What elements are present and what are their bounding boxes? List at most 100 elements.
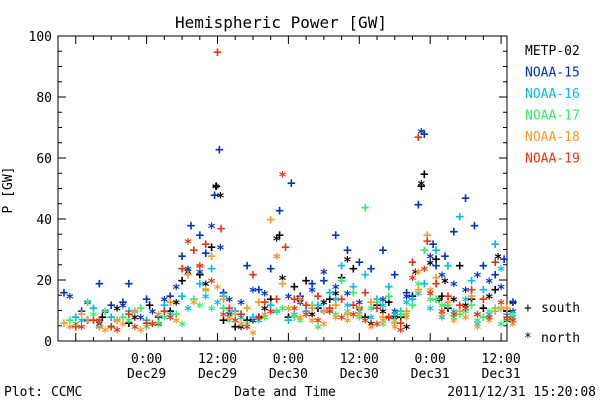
- noaa-15-north-point: *: [136, 313, 144, 329]
- noaa-18-south-point: +: [113, 313, 121, 329]
- noaa-15-north-point: *: [148, 307, 156, 323]
- metp-02-north-point: *: [320, 297, 328, 313]
- noaa-19-south-point: +: [373, 300, 381, 316]
- metp-02-south-point: +: [503, 304, 511, 320]
- metp-02-north-point: *: [355, 304, 363, 320]
- metp-02-south-point: +: [444, 300, 452, 316]
- noaa-19-south-point: +: [444, 288, 452, 304]
- noaa-16-north-point: *: [509, 313, 517, 329]
- noaa-16-south-point: +: [361, 267, 369, 283]
- noaa-15-south-point: +: [60, 285, 68, 301]
- noaa-18-north-point: *: [473, 322, 481, 338]
- legend-entry-noaa-18: NOAA-18: [525, 130, 580, 145]
- noaa-18-south-point: +: [278, 276, 286, 292]
- y-axis-label: P [GW]: [1, 167, 16, 214]
- north-marker-label: north: [541, 331, 580, 346]
- noaa-18-north-point: *: [83, 316, 91, 332]
- noaa-18-north-point: *: [101, 325, 109, 341]
- noaa-19-south-point: +: [225, 300, 233, 316]
- noaa-19-north-point: *: [290, 304, 298, 320]
- metp-02-south-point: +: [491, 282, 499, 298]
- noaa-15-south-point: +: [331, 227, 339, 243]
- noaa-16-north-point: *: [343, 300, 351, 316]
- noaa-15-north-point: *: [207, 221, 215, 237]
- noaa-17-south-point: +: [373, 294, 381, 310]
- noaa-16-north-point: *: [320, 307, 328, 323]
- noaa-17-north-point: *: [261, 313, 269, 329]
- noaa-19-north-point: *: [184, 236, 192, 252]
- metp-02-south-point: +: [467, 291, 475, 307]
- noaa-18-south-point: +: [379, 310, 387, 326]
- noaa-18-south-point: +: [402, 304, 410, 320]
- x-tick-date-label: Dec30: [269, 367, 308, 382]
- noaa-19-south-point: +: [142, 316, 150, 332]
- noaa-16-south-point: +: [503, 307, 511, 323]
- noaa-18-south-point: +: [414, 282, 422, 298]
- metp-02-north-point: *: [212, 182, 220, 198]
- noaa-17-south-point: +: [349, 285, 357, 301]
- noaa-18-south-point: +: [196, 258, 204, 274]
- plot-timestamp: 2011/12/31 15:20:08: [447, 385, 596, 400]
- noaa-19-south-point: +: [281, 239, 289, 255]
- noaa-19-north-point: *: [396, 325, 404, 341]
- noaa-18-north-point: *: [213, 282, 221, 298]
- noaa-15-north-point: *: [216, 243, 224, 259]
- metp-02-south-point: +: [231, 319, 239, 335]
- noaa-19-south-point: +: [107, 319, 115, 335]
- noaa-17-south-point: +: [408, 297, 416, 313]
- metp-02-north-point: *: [379, 307, 387, 323]
- noaa-15-south-point: +: [479, 258, 487, 274]
- noaa-17-north-point: *: [391, 316, 399, 332]
- noaa-17-north-point: *: [367, 304, 375, 320]
- noaa-16-south-point: +: [178, 288, 186, 304]
- noaa-19-north-point: *: [266, 307, 274, 323]
- noaa-18-north-point: *: [320, 319, 328, 335]
- noaa-18-north-point: *: [119, 319, 127, 335]
- noaa-15-south-point: +: [210, 188, 218, 204]
- noaa-17-south-point: +: [119, 310, 127, 326]
- noaa-18-north-point: *: [414, 267, 422, 283]
- noaa-19-north-point: *: [131, 322, 139, 338]
- noaa-19-north-point: *: [497, 297, 505, 313]
- noaa-19-south-point: +: [396, 316, 404, 332]
- noaa-18-south-point: +: [207, 249, 215, 265]
- noaa-19-north-point: *: [166, 313, 174, 329]
- noaa-17-south-point: +: [491, 300, 499, 316]
- noaa-17-south-point: +: [444, 297, 452, 313]
- noaa-16-north-point: *: [485, 310, 493, 326]
- x-axis: 0:00Dec2912:00Dec290:00Dec3012:00Dec300:…: [57, 36, 521, 382]
- metp-02-south-point: +: [196, 267, 204, 283]
- chart-title: Hemispheric Power [GW]: [175, 13, 387, 32]
- noaa-18-south-point: +: [266, 212, 274, 228]
- noaa-17-south-point: +: [272, 304, 280, 320]
- noaa-15-north-point: *: [379, 294, 387, 310]
- noaa-19-north-point: *: [509, 316, 517, 332]
- noaa-19-north-point: *: [243, 322, 251, 338]
- metp-02-south-point: +: [479, 300, 487, 316]
- noaa-16-south-point: +: [396, 304, 404, 320]
- noaa-16-north-point: *: [426, 304, 434, 320]
- noaa-17-north-point: *: [196, 300, 204, 316]
- noaa-19-north-point: *: [337, 313, 345, 329]
- noaa-15-north-point: *: [450, 279, 458, 295]
- noaa-16-south-point: +: [432, 243, 440, 259]
- metp-02-north-point: *: [473, 310, 481, 326]
- noaa-18-south-point: +: [331, 297, 339, 313]
- noaa-18-south-point: +: [77, 307, 85, 323]
- metp-02-south-point: +: [125, 316, 133, 332]
- noaa-19-south-point: +: [423, 233, 431, 249]
- noaa-19-south-point: +: [261, 294, 269, 310]
- noaa-16-north-point: *: [473, 319, 481, 335]
- noaa-16-south-point: +: [107, 310, 115, 326]
- noaa-15-north-point: *: [497, 282, 505, 298]
- plot-source: Plot: CCMC: [4, 385, 82, 400]
- noaa-17-south-point: +: [190, 291, 198, 307]
- noaa-19-south-point: +: [72, 319, 80, 335]
- noaa-17-north-point: *: [225, 316, 233, 332]
- noaa-18-south-point: +: [491, 304, 499, 320]
- noaa-18-south-point: +: [343, 307, 351, 323]
- noaa-15-north-point: *: [320, 267, 328, 283]
- noaa-16-south-point: +: [72, 310, 80, 326]
- noaa-16-north-point: *: [355, 307, 363, 323]
- noaa-18-south-point: +: [479, 291, 487, 307]
